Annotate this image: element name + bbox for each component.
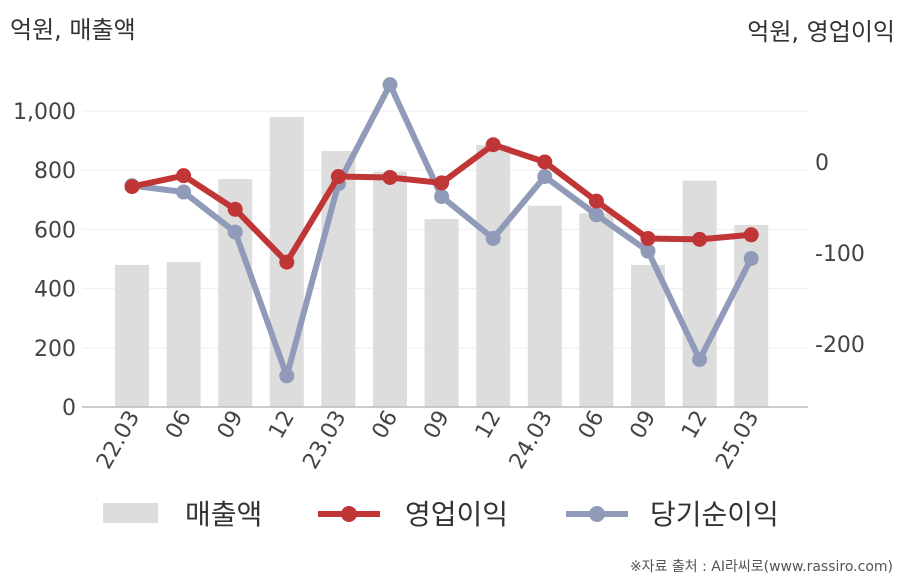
source-label: ※자료 출처 : AI라씨로(www.rassiro.com) <box>630 559 893 575</box>
right-tick-label: 0 <box>815 151 829 176</box>
point-operating <box>692 231 708 247</box>
x-tick-label: 09 <box>626 407 662 444</box>
point-net <box>176 184 192 200</box>
left-tick-label: 400 <box>34 278 76 303</box>
right-tick-label: -100 <box>815 242 865 267</box>
x-tick-label: 06 <box>574 407 610 444</box>
bar-sales <box>579 213 614 407</box>
left-tick-label: 0 <box>62 396 76 421</box>
x-tick-label: 22.03 <box>92 407 145 474</box>
point-net <box>485 230 501 246</box>
point-operating <box>485 137 501 153</box>
right-axis-unit-label: 억원, 영업이익 <box>747 18 895 46</box>
left-tick-label: 600 <box>34 218 76 243</box>
point-net <box>640 243 656 259</box>
point-operating <box>537 154 553 170</box>
left-tick-labels: 0 200 400 600 800 1,000 <box>13 100 76 421</box>
point-net <box>279 368 295 384</box>
legend-swatch-operating-marker <box>341 506 357 522</box>
bar-sales <box>631 264 665 407</box>
x-tick-label: 12 <box>677 407 713 444</box>
legend-label-operating: 영업이익 <box>405 498 508 531</box>
x-tick-label: 06 <box>368 407 404 444</box>
point-net <box>692 351 708 367</box>
x-tick-label: 06 <box>161 407 197 444</box>
point-operating <box>434 175 450 191</box>
legend-label-net: 당기순이익 <box>650 498 779 531</box>
x-tick-label: 12 <box>471 407 507 444</box>
legend-swatch-sales <box>103 503 158 523</box>
bar-sales <box>682 180 717 407</box>
x-tick-label: 23.03 <box>298 407 351 474</box>
line-series <box>124 77 759 384</box>
right-tick-labels: 0 -100 -200 <box>815 151 865 358</box>
x-tick-label: 09 <box>213 407 249 444</box>
point-operating <box>279 254 295 270</box>
point-operating <box>330 169 346 185</box>
point-net <box>743 250 759 266</box>
right-tick-label: -200 <box>815 333 865 358</box>
bars <box>115 116 769 408</box>
bar-sales <box>115 264 149 407</box>
x-tick-label: 09 <box>419 407 455 444</box>
point-net <box>227 224 243 240</box>
point-operating <box>743 227 759 243</box>
point-net <box>434 189 450 205</box>
point-operating <box>382 169 398 185</box>
left-axis-unit-label: 억원, 매출액 <box>10 16 136 44</box>
point-net <box>588 207 604 223</box>
bar-sales <box>476 145 511 408</box>
left-tick-label: 1,000 <box>13 100 76 125</box>
x-tick-label: 25.03 <box>711 407 764 474</box>
legend-label-sales: 매출액 <box>185 498 262 531</box>
left-tick-label: 800 <box>34 159 76 184</box>
bar-sales <box>424 219 459 407</box>
point-operating <box>124 179 140 195</box>
point-net <box>382 77 398 93</box>
point-net <box>537 169 553 185</box>
bar-sales <box>373 171 407 407</box>
point-operating <box>588 193 604 209</box>
bar-sales <box>166 261 201 407</box>
point-operating <box>640 230 656 246</box>
point-operating <box>176 168 192 184</box>
x-tick-label: 24.03 <box>505 407 558 474</box>
point-operating <box>227 201 243 217</box>
x-tick-label: 12 <box>264 407 300 444</box>
left-tick-label: 200 <box>34 337 76 362</box>
legend: 매출액 영업이익 당기순이익 <box>103 498 779 531</box>
legend-swatch-net-marker <box>589 506 605 522</box>
bar-sales <box>527 205 562 407</box>
